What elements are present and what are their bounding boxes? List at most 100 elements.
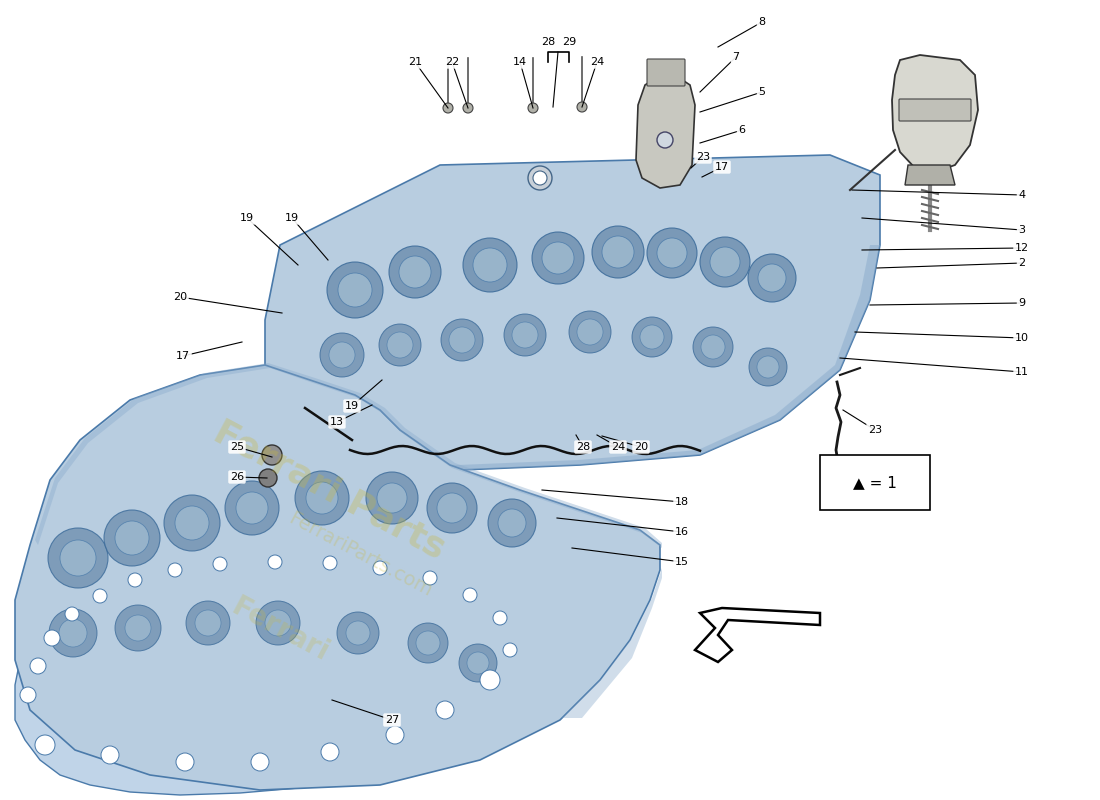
Circle shape [236,492,268,524]
Circle shape [602,236,634,268]
Text: 14: 14 [513,57,527,67]
Text: 29: 29 [562,37,576,47]
Polygon shape [695,608,820,662]
Text: 6: 6 [738,125,746,135]
FancyBboxPatch shape [820,455,930,510]
Circle shape [757,356,779,378]
Circle shape [493,611,507,625]
Circle shape [528,103,538,113]
Circle shape [749,348,786,386]
Circle shape [373,561,387,575]
Circle shape [323,556,337,570]
Circle shape [386,726,404,744]
Text: 19: 19 [240,213,254,223]
Text: 20: 20 [173,292,187,302]
Circle shape [338,273,372,307]
Polygon shape [892,55,978,172]
Circle shape [175,506,209,540]
Circle shape [295,471,349,525]
Text: 19: 19 [285,213,299,223]
Circle shape [104,510,160,566]
Circle shape [306,482,338,514]
Circle shape [50,609,97,657]
Polygon shape [905,165,955,185]
Circle shape [125,615,151,641]
FancyBboxPatch shape [647,59,685,86]
Circle shape [503,643,517,657]
Text: 3: 3 [1019,225,1025,235]
Text: 17: 17 [715,162,729,172]
Circle shape [441,319,483,361]
Text: 20: 20 [634,442,648,452]
Text: 7: 7 [733,52,739,62]
Circle shape [35,735,55,755]
Circle shape [186,601,230,645]
Circle shape [504,314,546,356]
Circle shape [443,103,453,113]
Circle shape [578,102,587,112]
Text: Ferrari: Ferrari [227,593,333,667]
Polygon shape [265,155,880,470]
Text: 12: 12 [1015,243,1030,253]
Circle shape [262,445,282,465]
Circle shape [320,333,364,377]
Text: Ferrari Parts: Ferrari Parts [208,414,452,566]
Circle shape [346,621,370,645]
Circle shape [758,264,786,292]
Text: 18: 18 [675,497,689,507]
Text: 24: 24 [590,57,604,67]
Circle shape [327,262,383,318]
Circle shape [700,237,750,287]
Text: 27: 27 [385,715,399,725]
Circle shape [480,670,501,690]
Circle shape [459,644,497,682]
Circle shape [256,601,300,645]
Circle shape [512,322,538,348]
Polygon shape [35,363,662,718]
Text: 13: 13 [330,417,344,427]
Circle shape [30,658,46,674]
Text: 23: 23 [868,425,882,435]
Circle shape [592,226,644,278]
Text: 25: 25 [230,442,244,452]
Text: 9: 9 [1019,298,1025,308]
Circle shape [65,607,79,621]
Circle shape [337,612,379,654]
Text: 23: 23 [696,152,711,162]
Circle shape [693,327,733,367]
Circle shape [176,753,194,771]
Circle shape [48,528,108,588]
Circle shape [168,563,182,577]
Circle shape [416,631,440,655]
Circle shape [436,701,454,719]
Circle shape [427,483,477,533]
Polygon shape [636,75,695,188]
Text: 8: 8 [758,17,766,27]
Circle shape [60,540,96,576]
Circle shape [488,499,536,547]
Text: 4: 4 [1019,190,1025,200]
Circle shape [195,610,221,636]
Text: 10: 10 [1015,333,1028,343]
Text: 17: 17 [176,351,190,361]
Circle shape [437,493,468,523]
Circle shape [463,238,517,292]
Circle shape [532,232,584,284]
Circle shape [226,481,279,535]
Circle shape [44,630,60,646]
Circle shape [268,555,282,569]
Circle shape [377,483,407,513]
Circle shape [578,319,603,345]
Circle shape [379,324,421,366]
Text: 24: 24 [610,442,625,452]
Circle shape [657,132,673,148]
Circle shape [389,246,441,298]
Circle shape [657,238,688,268]
Polygon shape [15,365,660,790]
Text: 2: 2 [1019,258,1025,268]
Circle shape [632,317,672,357]
Circle shape [59,619,87,647]
Circle shape [94,589,107,603]
Text: 11: 11 [1015,367,1028,377]
Circle shape [498,509,526,537]
